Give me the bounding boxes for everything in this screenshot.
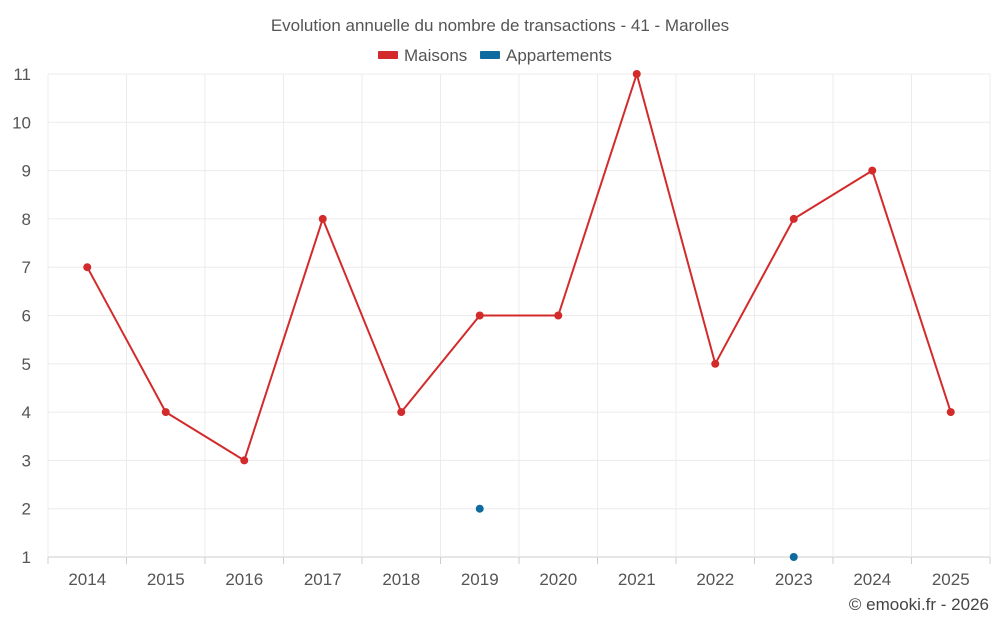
data-point-maisons[interactable] <box>318 214 327 223</box>
data-point-maisons[interactable] <box>475 311 484 320</box>
x-tick-label: 2016 <box>225 570 263 589</box>
x-tick-label: 2015 <box>147 570 185 589</box>
data-point-appartements[interactable] <box>789 553 798 561</box>
data-point-maisons[interactable] <box>946 408 955 417</box>
legend-swatch-appartements <box>480 51 500 59</box>
x-tick-label: 2022 <box>696 570 734 589</box>
x-tick-label: 2025 <box>932 570 970 589</box>
y-tick-label: 6 <box>22 307 31 326</box>
chart-title: Evolution annuelle du nombre de transact… <box>271 16 729 35</box>
credit-text: © emooki.fr - 2026 <box>849 595 989 614</box>
legend-item-maisons[interactable]: Maisons <box>378 46 467 65</box>
legend[interactable]: Maisons Appartements <box>378 46 612 65</box>
legend-item-appartements[interactable]: Appartements <box>480 46 612 65</box>
data-point-appartements[interactable] <box>475 504 484 513</box>
y-tick-label: 4 <box>22 403 31 422</box>
data-point-maisons[interactable] <box>554 311 563 320</box>
legend-label-appartements: Appartements <box>506 46 612 65</box>
data-point-maisons[interactable] <box>240 456 249 465</box>
x-tick-label: 2023 <box>775 570 813 589</box>
y-tick-label: 2 <box>22 500 31 519</box>
series-points[interactable] <box>83 70 955 561</box>
legend-label-maisons: Maisons <box>404 46 467 65</box>
y-axis-ticks: 1 2 3 4 5 6 7 8 9 10 11 <box>12 65 31 567</box>
y-tick-label: 9 <box>22 162 31 181</box>
grid-lines <box>47 73 991 564</box>
x-axis-ticks: 2014 2015 2016 2017 2018 2019 2020 2021 2022 2023… <box>68 570 969 589</box>
data-point-maisons[interactable] <box>161 408 170 417</box>
x-tick-label: 2020 <box>539 570 577 589</box>
y-tick-label: 11 <box>13 65 31 84</box>
series-lines <box>86 73 952 462</box>
x-tick-label: 2014 <box>68 570 106 589</box>
data-point-maisons[interactable] <box>397 408 406 417</box>
data-point-maisons[interactable] <box>789 214 798 223</box>
x-tick-label: 2024 <box>853 570 891 589</box>
y-tick-label: 8 <box>22 210 31 229</box>
x-tick-label: 2018 <box>382 570 420 589</box>
data-point-maisons[interactable] <box>83 263 92 272</box>
series-line-maisons <box>86 73 952 462</box>
y-tick-label: 3 <box>22 451 31 470</box>
y-tick-label: 7 <box>22 258 31 277</box>
y-tick-label: 10 <box>12 113 31 132</box>
y-tick-label: 5 <box>22 355 31 374</box>
data-point-maisons[interactable] <box>632 70 641 78</box>
data-point-maisons[interactable] <box>711 359 720 368</box>
legend-swatch-maisons <box>378 51 398 59</box>
data-point-maisons[interactable] <box>868 166 877 175</box>
x-tick-label: 2017 <box>304 570 342 589</box>
y-tick-label: 1 <box>22 548 31 567</box>
x-tick-label: 2021 <box>618 570 656 589</box>
x-tick-label: 2019 <box>461 570 499 589</box>
